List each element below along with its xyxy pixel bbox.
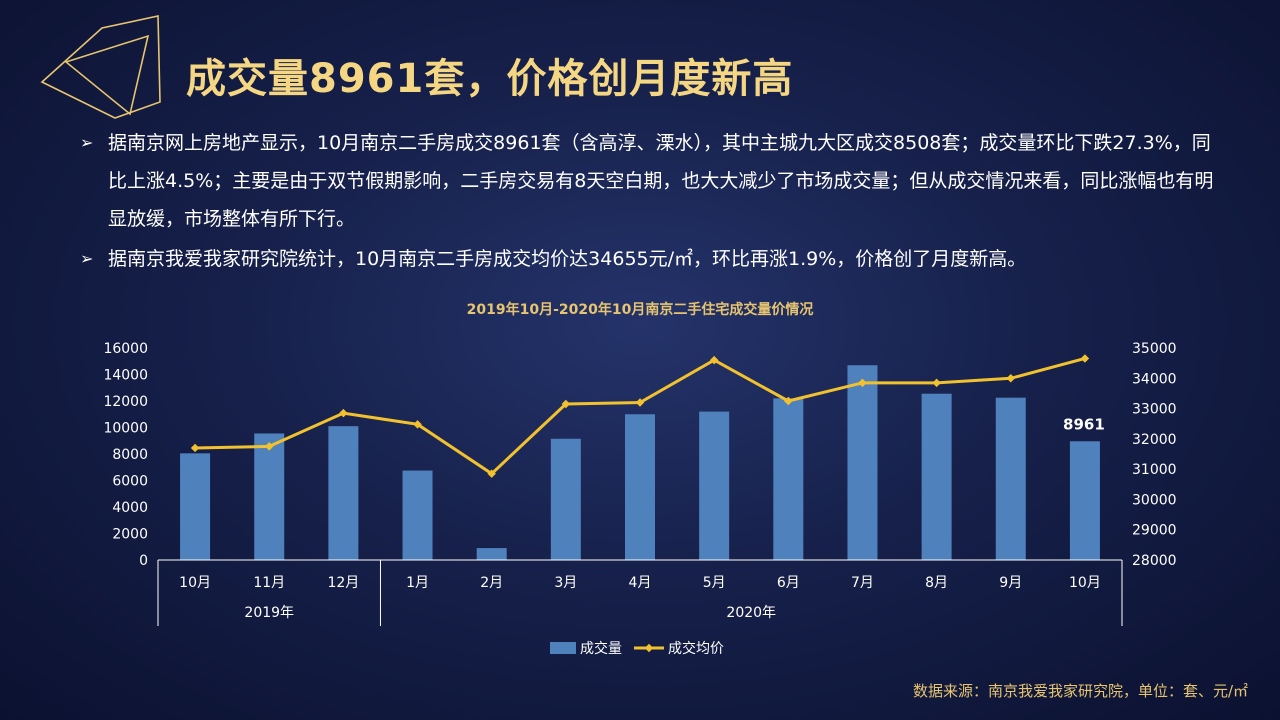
x-tick-label: 1月	[406, 575, 429, 591]
bar-volume	[773, 398, 804, 560]
y-right-tick-label: 29000	[1132, 523, 1177, 539]
bar-volume	[1069, 441, 1100, 560]
y-left-tick-label: 8000	[112, 447, 148, 463]
point-price	[264, 442, 274, 451]
data-label: 8961	[1063, 415, 1105, 433]
legend-label-price: 成交均价	[668, 640, 724, 657]
decorative-frame-icon	[40, 15, 161, 119]
bar-volume	[921, 393, 952, 560]
x-tick-label: 12月	[327, 575, 359, 591]
y-right-tick-label: 33000	[1132, 402, 1177, 418]
x-tick-label: 4月	[629, 575, 652, 591]
bullet-item: ➢ 据南京网上房地产显示，10月南京二手房成交8961套（含高淳、溧水），其中主…	[80, 124, 1220, 238]
y-left-tick-label: 6000	[112, 474, 148, 490]
point-price	[1080, 354, 1090, 363]
y-left-tick-label: 14000	[103, 368, 148, 384]
data-source-note: 数据来源：南京我爱我家研究院，单位：套、元/㎡	[912, 682, 1248, 700]
x-group-label: 2019年	[244, 605, 294, 621]
y-right-tick-label: 35000	[1132, 341, 1177, 357]
bullet-item: ➢ 据南京我爱我家研究院统计，10月南京二手房成交均价达34655元/㎡，环比再…	[80, 240, 1220, 278]
x-tick-label: 11月	[253, 575, 285, 591]
bar-volume	[180, 453, 211, 560]
x-tick-label: 10月	[179, 575, 211, 591]
bar-volume	[476, 548, 507, 560]
y-right-tick-label: 34000	[1132, 371, 1177, 387]
x-tick-label: 9月	[999, 575, 1022, 591]
x-tick-label: 10月	[1069, 575, 1101, 591]
point-price	[190, 443, 200, 453]
point-price	[561, 399, 571, 409]
legend-marker-price	[644, 643, 654, 653]
x-tick-label: 2月	[480, 575, 503, 591]
point-price	[413, 420, 422, 429]
chart-title: 2019年10月-2020年10月南京二手住宅成交量价情况	[467, 301, 814, 318]
x-tick-label: 3月	[554, 575, 577, 591]
bar-volume	[699, 411, 730, 560]
y-left-tick-label: 10000	[103, 421, 148, 437]
y-left-tick-label: 12000	[103, 394, 148, 410]
bullet-text: 据南京网上房地产显示，10月南京二手房成交8961套（含高淳、溧水），其中主城九…	[108, 132, 1214, 230]
bar-volume	[328, 426, 359, 560]
y-right-tick-label: 30000	[1132, 492, 1177, 508]
bar-volume	[847, 365, 878, 560]
bar-volume	[625, 414, 655, 560]
y-left-tick-label: 2000	[112, 527, 148, 543]
point-price	[932, 378, 941, 388]
y-right-tick-label: 28000	[1132, 553, 1177, 569]
x-tick-label: 7月	[851, 575, 874, 591]
y-left-tick-label: 16000	[103, 341, 148, 357]
x-group-label: 2020年	[726, 605, 776, 621]
y-left-tick-label: 4000	[112, 500, 148, 516]
bar-volume	[254, 433, 285, 560]
point-price	[1006, 374, 1016, 383]
legend-swatch-volume	[550, 642, 576, 654]
x-tick-label: 5月	[703, 575, 726, 591]
y-right-tick-label: 32000	[1132, 432, 1177, 448]
point-price	[339, 408, 348, 418]
bar-volume	[402, 470, 433, 560]
y-left-tick-label: 0	[139, 553, 148, 569]
arrow-bullet-icon: ➢	[80, 133, 94, 152]
x-tick-label: 6月	[777, 575, 800, 591]
page-title: 成交量8961套，价格创月度新高	[186, 56, 794, 102]
arrow-bullet-icon: ➢	[80, 249, 94, 268]
point-price	[635, 398, 645, 407]
legend-label-volume: 成交量	[580, 640, 622, 657]
bullet-text: 据南京我爱我家研究院统计，10月南京二手房成交均价达34655元/㎡，环比再涨1…	[108, 248, 1027, 270]
point-price	[784, 396, 793, 406]
x-tick-label: 8月	[925, 575, 948, 591]
bar-volume	[550, 438, 581, 560]
point-price	[487, 469, 496, 478]
bar-volume	[995, 397, 1026, 560]
point-price	[709, 355, 719, 365]
point-price	[858, 378, 867, 388]
y-right-tick-label: 31000	[1132, 462, 1177, 478]
